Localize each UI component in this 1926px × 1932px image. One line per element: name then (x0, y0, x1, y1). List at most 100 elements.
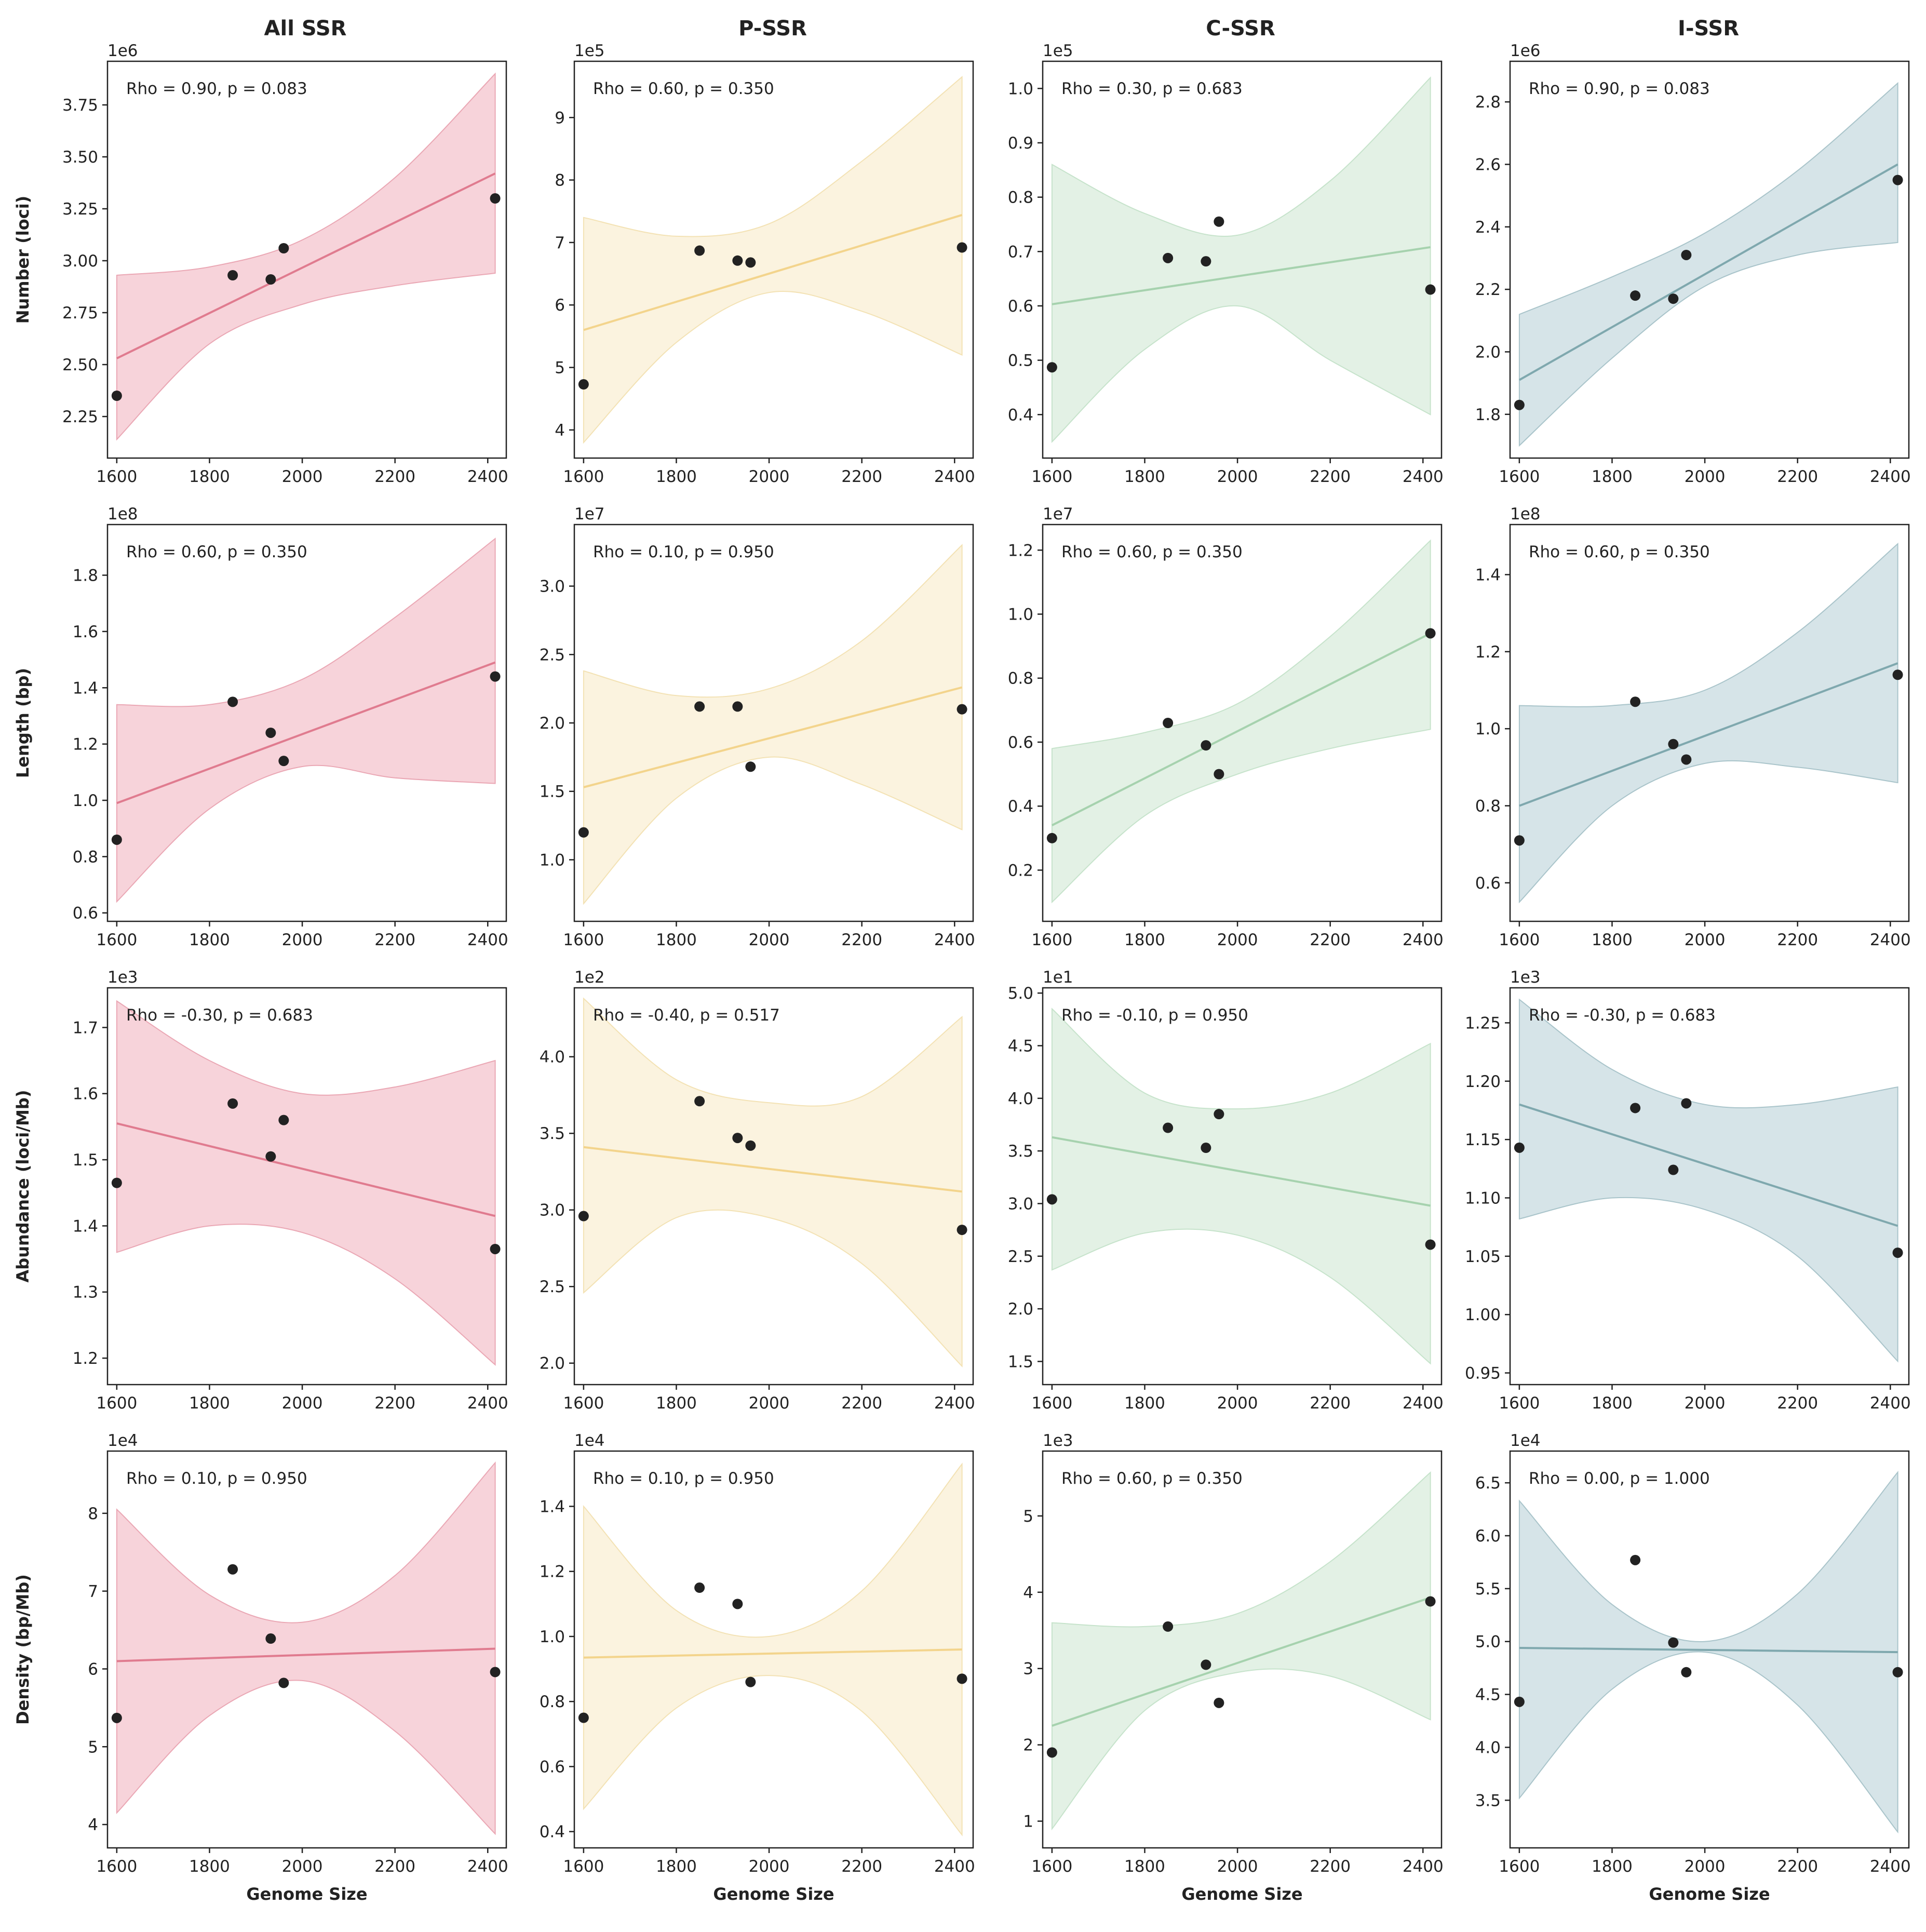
axis-multiplier: 1e6 (107, 42, 138, 60)
data-point (1214, 1697, 1224, 1708)
panel-number-p-ssr: 1600 1800 2000 2200 2400 4 5 6 7 8 9 1e5 Rho = 0.60,… (555, 42, 975, 486)
y-tick-label: 3.00 (62, 252, 98, 271)
regression-line (116, 661, 496, 804)
y-tick-label: 0.8 (73, 848, 98, 866)
y-tick-label: 4.5 (1008, 1037, 1033, 1055)
x-tick-label: 2400 (467, 1394, 508, 1413)
regression-line (583, 1146, 962, 1193)
data-point (111, 391, 122, 401)
x-tick-label: 2200 (841, 1394, 882, 1413)
correlation-annotation: Rho = 0.60, p = 0.350 (593, 79, 774, 98)
x-tick-label: 2400 (1403, 931, 1444, 949)
x-tick-label: 1600 (96, 931, 137, 949)
data-point (490, 1667, 501, 1678)
y-tick-label: 2 (1023, 1736, 1033, 1755)
y-tick-label: 3.75 (62, 96, 98, 115)
x-tick-label: 2000 (1217, 1857, 1258, 1876)
x-tick-label: 2000 (749, 1394, 790, 1413)
data-point (694, 245, 705, 256)
x-tick-label: 2400 (467, 467, 508, 486)
confidence-band (1518, 542, 1898, 904)
correlation-annotation: Rho = 0.60, p = 0.350 (1529, 543, 1710, 561)
y-tick-label: 0.9 (1008, 134, 1033, 153)
data-point (1681, 1098, 1692, 1109)
data-point (1201, 1659, 1211, 1670)
x-tick-label: 1600 (563, 467, 604, 486)
x-tick-label: 2400 (934, 931, 975, 949)
regression-line (583, 686, 963, 788)
data-point (1668, 1164, 1679, 1175)
data-point (490, 193, 501, 204)
x-tick-label: 1800 (1124, 467, 1165, 486)
confidence-band (583, 997, 963, 1368)
y-tick-label: 3.5 (1008, 1142, 1033, 1161)
y-tick-label: 1.8 (73, 567, 98, 585)
y-tick-label: 1.0 (73, 791, 98, 810)
data-point (1214, 216, 1224, 227)
axis-multiplier: 1e5 (1043, 42, 1073, 60)
y-tick-label: 7 (555, 234, 565, 252)
column-title-c-ssr: C-SSR (1206, 17, 1275, 41)
y-tick-label: 4 (88, 1816, 98, 1834)
regression-line (1519, 1646, 1898, 1654)
data-point (1668, 1637, 1679, 1648)
x-tick-label: 2200 (841, 931, 882, 949)
correlation-annotation: Rho = 0.10, p = 0.950 (126, 1469, 307, 1488)
data-point (227, 1564, 238, 1575)
x-tick-label: 1600 (1499, 1394, 1540, 1413)
y-tick-label: 6.5 (1475, 1474, 1501, 1493)
y-tick-label: 1.15 (1465, 1131, 1501, 1149)
y-tick-label: 1.10 (1465, 1189, 1501, 1208)
y-tick-label: 2.4 (1475, 218, 1501, 237)
axis-multiplier: 1e7 (1043, 505, 1073, 524)
y-tick-label: 1.3 (73, 1283, 98, 1302)
data-point (745, 1140, 756, 1151)
x-tick-label: 1600 (1499, 1857, 1540, 1876)
x-tick-label: 1800 (189, 467, 230, 486)
data-point (578, 1211, 589, 1222)
y-tick-label: 1.2 (73, 1349, 98, 1368)
y-tick-label: 1.0 (1008, 606, 1033, 624)
y-tick-label: 1.4 (73, 679, 98, 697)
regression-line (583, 1648, 962, 1659)
y-tick-label: 1.0 (1008, 79, 1033, 98)
axes-frame (1509, 524, 1910, 922)
axis-multiplier: 1e3 (1043, 1431, 1073, 1450)
y-tick-label: 1.05 (1465, 1247, 1501, 1266)
y-tick-label: 2.0 (1475, 343, 1501, 361)
correlation-annotation: Rho = -0.30, p = 0.683 (126, 1006, 313, 1025)
data-point (1681, 249, 1692, 260)
y-tick-label: 5.5 (1475, 1580, 1501, 1599)
correlation-annotation: Rho = 0.00, p = 1.000 (1529, 1469, 1710, 1488)
axes-frame (1042, 1450, 1443, 1849)
x-tick-label: 1800 (189, 1857, 230, 1876)
y-tick-label: 1.2 (1475, 643, 1501, 662)
x-tick-label: 1600 (563, 1394, 604, 1413)
x-tick-label: 1800 (1124, 1394, 1165, 1413)
correlation-annotation: Rho = 0.60, p = 0.350 (126, 543, 307, 561)
x-tick-label: 2000 (749, 1857, 790, 1876)
y-tick-label: 0.2 (1008, 861, 1033, 880)
data-point (732, 1133, 743, 1144)
x-tick-label: 2000 (1685, 1857, 1726, 1876)
data-point (1201, 740, 1211, 751)
panel-density-c-ssr: 1600 1800 2000 2200 2400 1 2 3 4 5 1e3 Rho = 0.60, … (1023, 1431, 1443, 1904)
x-tick-label: 1800 (189, 931, 230, 949)
axes-frame (106, 987, 507, 1386)
column-titles: All SSR P-SSR C-SSR I-SSR (264, 17, 1740, 41)
y-tick-label: 2.2 (1475, 280, 1501, 299)
data-point (1425, 1239, 1436, 1250)
data-point (227, 696, 238, 707)
axis-multiplier: 1e4 (107, 1431, 138, 1450)
data-point (578, 379, 589, 390)
x-tick-label: 1600 (563, 931, 604, 949)
axes-frame (1042, 987, 1443, 1386)
x-tick-label: 2000 (749, 467, 790, 486)
y-tick-label: 0.6 (540, 1757, 565, 1776)
panel-density-i-ssr: 1600 1800 2000 2200 2400 3.5 4.0 4.5 5.0 5.5 6.0 6.… (1475, 1431, 1911, 1904)
y-tick-label: 1.25 (1465, 1014, 1501, 1032)
axes-frame (1042, 60, 1443, 459)
x-tick-label: 2200 (1777, 1394, 1818, 1413)
x-tick-label: 1600 (96, 1857, 137, 1876)
regression-line (116, 1647, 495, 1662)
